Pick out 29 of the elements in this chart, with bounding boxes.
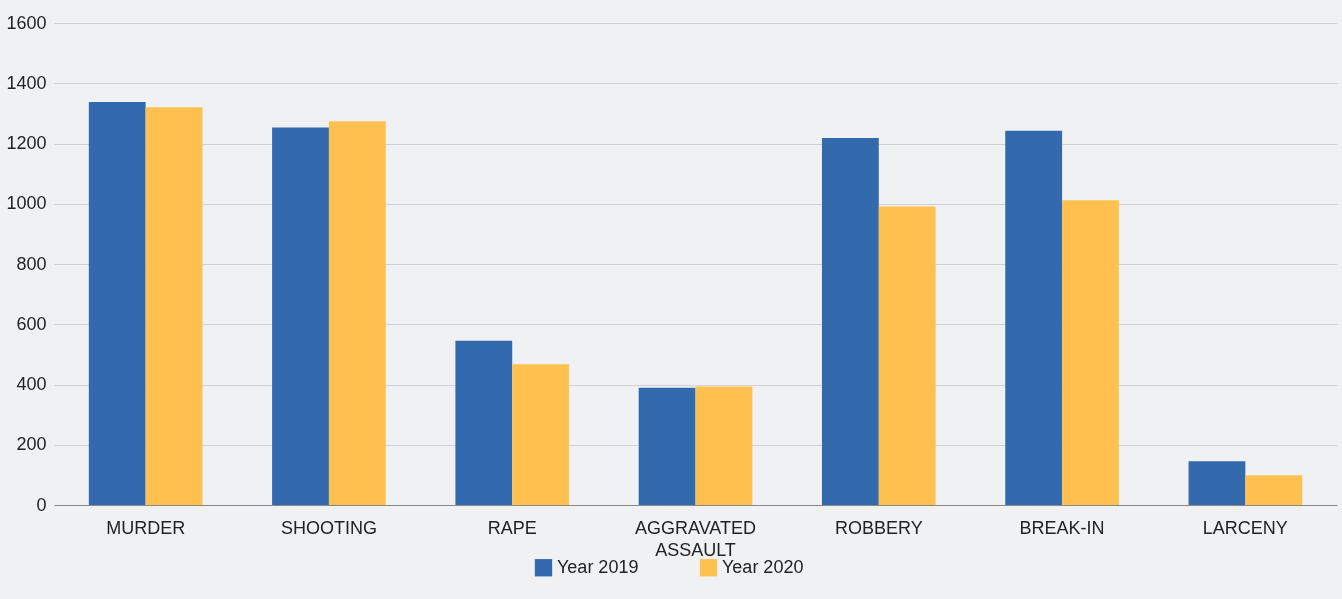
y-tick-label: 400 (16, 374, 47, 394)
y-tick-label: 0 (36, 494, 47, 515)
x-tick-label: RAPE (487, 517, 537, 538)
y-tick-label: 1200 (6, 133, 47, 153)
bar (1062, 200, 1119, 505)
bar (145, 107, 203, 505)
x-tick-label: LARCENY (1202, 517, 1288, 538)
bar (638, 387, 696, 505)
y-tick-label: 1400 (6, 72, 47, 93)
bar (878, 206, 936, 505)
bar (272, 127, 329, 505)
y-tick-label: 200 (16, 434, 47, 455)
x-tick-label: MURDER (106, 517, 186, 538)
x-tick-label: ROBBERY (834, 517, 923, 538)
bar (455, 340, 513, 505)
x-tick-label: BREAK-IN (1019, 517, 1105, 538)
y-tick-label: 600 (16, 313, 47, 334)
y-tick-label: 1600 (6, 12, 47, 33)
bar (512, 364, 570, 505)
bar (1188, 461, 1246, 505)
bar (1005, 130, 1063, 505)
x-tick-label: SHOOTING (280, 517, 377, 538)
bar (1245, 475, 1303, 505)
bar (821, 138, 879, 505)
bar (695, 386, 753, 505)
bar (328, 121, 386, 505)
bar (88, 101, 146, 505)
y-tick-label: 1000 (6, 193, 47, 214)
y-tick-label: 800 (16, 253, 47, 274)
